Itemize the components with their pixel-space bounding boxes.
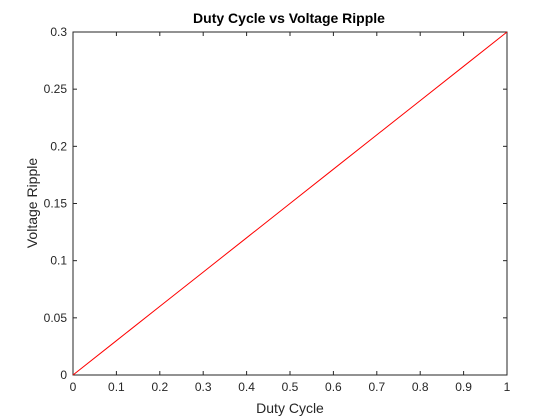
x-tick-label: 0.6 [325,380,342,394]
x-tick-label: 0.2 [151,380,168,394]
x-tick-label: 0.1 [108,380,125,394]
chart-title: Duty Cycle vs Voltage Ripple [193,10,385,26]
y-tick-label: 0.2 [50,139,67,153]
x-tick-label: 0.4 [238,380,255,394]
x-tick-label: 1 [504,380,511,394]
series-line [72,31,508,376]
x-tick-label: 0.7 [368,380,385,394]
y-tick-label: 0 [60,368,67,382]
series-layer [72,31,508,376]
x-tick-label: 0.5 [282,380,299,394]
y-tick-label: 0.1 [50,254,67,268]
x-tick-label: 0.8 [412,380,429,394]
x-tick-label: 0.3 [195,380,212,394]
y-axis-ticks: 0 0.05 0.1 0.15 0.2 0.25 0.3 [44,25,507,382]
x-tick-label: 0 [70,380,77,394]
y-axis-label: Voltage Ripple [24,158,40,249]
y-tick-label: 0.05 [44,311,68,325]
x-axis-label: Duty Cycle [256,400,324,416]
y-tick-label: 0.25 [44,82,68,96]
y-tick-label: 0.15 [44,197,68,211]
x-axis-ticks: 0 0.1 0.2 0.3 0.4 0.5 0.6 0.7 0.8 0.9 1 [70,32,511,394]
y-tick-label: 0.3 [50,25,67,39]
x-tick-label: 0.9 [455,380,472,394]
